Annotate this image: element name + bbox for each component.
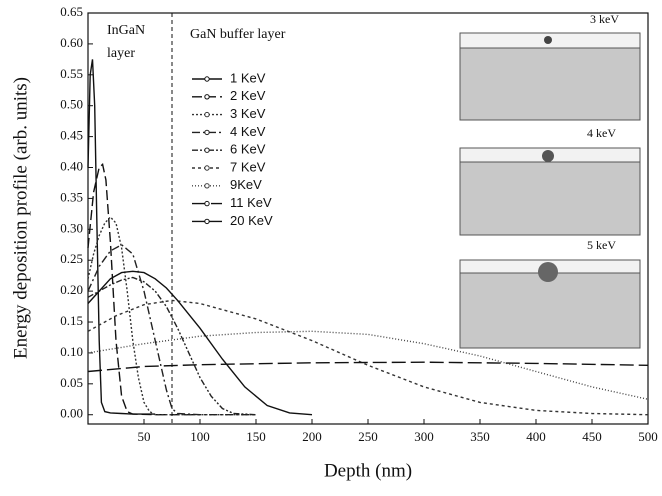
- y-tick-label: 0.50: [60, 97, 83, 112]
- series-line: [87, 59, 156, 415]
- x-tick-label: 150: [246, 429, 266, 444]
- series-line: [87, 243, 256, 416]
- x-tick-label: 400: [526, 429, 546, 444]
- series-line: [87, 163, 200, 416]
- legend-label: 3 KeV: [230, 106, 266, 121]
- legend-marker: [204, 76, 210, 82]
- y-axis-label: Energy deposition profile (arb. units): [10, 77, 31, 359]
- y-tick-label: 0.10: [60, 344, 83, 359]
- legend-marker: [204, 218, 210, 225]
- inset-label: 5 keV: [587, 238, 616, 252]
- y-tick-label: 0.05: [60, 375, 83, 390]
- legend-marker: [204, 200, 210, 207]
- inset-label: 4 keV: [587, 126, 616, 140]
- legend-label: 1 KeV: [230, 70, 266, 85]
- legend-label: 11 KeV: [230, 195, 272, 210]
- inset-label: 3 keV: [590, 12, 619, 26]
- inset: 3 keV 4 keV 5 keV: [459, 12, 641, 349]
- x-tick-label: 100: [190, 429, 210, 444]
- y-tick-label: 0.00: [60, 406, 83, 421]
- series-line: [87, 215, 256, 416]
- y-tick-label: 0.60: [60, 35, 83, 50]
- legend-marker: [204, 147, 210, 153]
- series-line: [87, 270, 313, 416]
- y-tick-label: 0.65: [60, 4, 83, 19]
- legend-marker: [204, 129, 210, 136]
- y-tick-label: 0.30: [60, 220, 83, 235]
- x-axis-label: Depth (nm): [324, 460, 412, 481]
- legend-label: 7 KeV: [230, 159, 266, 174]
- x-tick-label: 250: [358, 429, 378, 444]
- inset-spot: [538, 262, 558, 282]
- inset-spot: [542, 150, 554, 162]
- legend-marker: [204, 165, 210, 171]
- series-line: [87, 299, 649, 416]
- legend-marker: [204, 183, 210, 189]
- x-tick-label: 300: [414, 429, 434, 444]
- x-tick-label: 450: [582, 429, 602, 444]
- inset-spot: [544, 36, 552, 44]
- series-line: [87, 361, 649, 373]
- x-tick-label: 350: [470, 429, 490, 444]
- legend-label: 2 KeV: [230, 88, 266, 103]
- legend-label: 6 KeV: [230, 142, 266, 157]
- legend-marker: [204, 94, 210, 100]
- legend-label: 20 KeV: [230, 213, 273, 228]
- legend-label: 9KeV: [230, 177, 262, 192]
- x-tick-label: 500: [638, 429, 658, 444]
- legend-label: 4 KeV: [230, 124, 266, 139]
- annotation: layer: [107, 46, 135, 61]
- annotation: GaN buffer layer: [190, 27, 286, 42]
- y-tick-label: 0.35: [60, 189, 83, 204]
- y-tick-label: 0.20: [60, 282, 83, 297]
- x-tick-label: 200: [302, 429, 322, 444]
- annotation: InGaN: [107, 23, 145, 38]
- series-line: [87, 276, 257, 416]
- x-tick-label: 50: [138, 429, 151, 444]
- legend-marker: [204, 111, 210, 118]
- y-tick-label: 0.55: [60, 66, 83, 81]
- y-tick-label: 0.25: [60, 251, 83, 266]
- y-tick-label: 0.40: [60, 158, 83, 173]
- y-tick-label: 0.15: [60, 313, 83, 328]
- y-tick-label: 0.45: [60, 128, 83, 143]
